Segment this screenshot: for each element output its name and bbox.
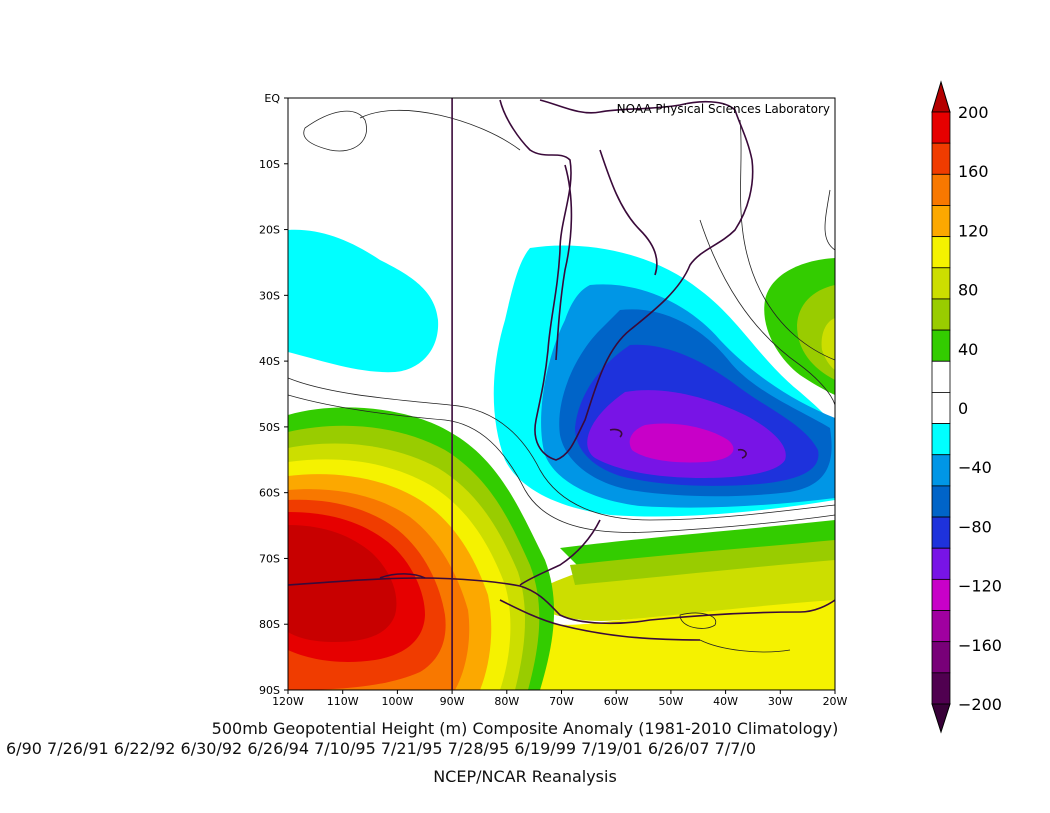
- colorbar-swatch: [931, 329, 951, 362]
- lon-tick-label: 70W: [549, 695, 574, 708]
- data-source: NCEP/NCAR Reanalysis: [433, 767, 617, 786]
- lon-tick-label: 90W: [440, 695, 465, 708]
- lat-tick-label: 30S: [259, 289, 280, 302]
- contour-darkred-core: [288, 525, 397, 642]
- figure-title: 500mb Geopotential Height (m) Composite …: [211, 719, 839, 738]
- colorbar-swatch: [931, 454, 951, 487]
- colorbar-swatch: [931, 610, 951, 643]
- colorbar-swatch: [931, 236, 951, 269]
- lat-tick-label: 80S: [259, 618, 280, 631]
- coast-south-america: [499, 99, 754, 461]
- colorbar-swatch: [931, 392, 951, 424]
- contour-magenta-core: [629, 423, 734, 463]
- colorbar-bottom-arrow: [931, 703, 951, 734]
- coast-antarctica-2: [499, 599, 701, 641]
- lat-tick-label: 90S: [259, 684, 280, 697]
- lon-tick-label: 20W: [823, 695, 848, 708]
- lat-tick-label: 60S: [259, 487, 280, 500]
- contour-lines: [288, 109, 835, 653]
- colorbar-label: −160: [958, 636, 1002, 655]
- coast-islands: [379, 428, 747, 579]
- contour-lime-east: [821, 318, 835, 370]
- colorbar: 200 160 120 80 40 0 −40 −80 −120 −160 −200: [931, 80, 1002, 734]
- lon-tick-label: 120W: [272, 695, 304, 708]
- colorbar-label: 80: [958, 281, 978, 300]
- contour-midgreen-band: [570, 540, 835, 585]
- lon-tick-label: 100W: [381, 695, 413, 708]
- colorbar-swatch: [931, 547, 951, 580]
- lon-tick-label: 40W: [713, 695, 738, 708]
- colorbar-label: 160: [958, 162, 989, 181]
- lat-tick-label: 70S: [259, 552, 280, 565]
- map-panel: NOAA Physical Sciences Laboratory: [287, 97, 836, 691]
- lat-axis: EQ 10S 20S 30S 40S 50S 60S 70S 80S 90S: [259, 92, 288, 697]
- lat-tick-label: 10S: [259, 158, 280, 171]
- lon-tick-label: 60W: [604, 695, 629, 708]
- credit-text: NOAA Physical Sciences Laboratory: [617, 102, 830, 116]
- colorbar-swatch: [931, 205, 951, 238]
- coast-antarctica: [288, 577, 835, 625]
- colorbar-swatch: [931, 298, 951, 331]
- colorbar-label: −40: [958, 458, 992, 477]
- colorbar-label: 40: [958, 340, 978, 359]
- lat-tick-label: 20S: [259, 224, 280, 237]
- lon-tick-label: 80W: [494, 695, 519, 708]
- lat-tick-label: EQ: [264, 92, 280, 105]
- coast-andes-border: [555, 164, 573, 361]
- colorbar-swatch: [931, 111, 951, 144]
- coast-internal-border: [599, 149, 658, 276]
- colorbar-top-arrow: [931, 80, 951, 113]
- colorbar-swatch: [931, 672, 951, 705]
- colorbar-label: −80: [958, 517, 992, 536]
- colorbar-label: 0: [958, 399, 968, 418]
- lon-axis: 120W 110W 100W 90W 80W 70W 60W 50W 40W 30W 20W: [272, 690, 848, 708]
- colorbar-swatch: [931, 578, 951, 611]
- colorbar-swatch: [931, 142, 951, 175]
- lat-tick-label: 40S: [259, 355, 280, 368]
- colorbar-swatch: [931, 423, 951, 456]
- colorbar-label: −200: [958, 695, 1002, 714]
- colorbar-swatch: [931, 360, 951, 393]
- colorbar-label: −120: [958, 577, 1002, 596]
- colorbar-swatch: [931, 173, 951, 206]
- colorbar-label: 200: [958, 103, 989, 122]
- lon-tick-label: 30W: [768, 695, 793, 708]
- lon-tick-label: 50W: [658, 695, 683, 708]
- contour-green-band: [560, 520, 835, 568]
- contour-fill-layer: [288, 99, 835, 690]
- colorbar-swatch: [931, 485, 951, 518]
- lat-tick-label: 50S: [259, 421, 280, 434]
- colorbar-swatch: [931, 516, 951, 549]
- colorbar-swatch: [931, 641, 951, 674]
- composite-dates: 6/90 7/26/91 6/22/92 6/30/92 6/26/94 7/1…: [6, 739, 756, 758]
- coastlines: [288, 99, 835, 641]
- contour-cyan-nw: [288, 229, 439, 373]
- lon-tick-label: 110W: [327, 695, 359, 708]
- colorbar-swatch: [931, 267, 951, 300]
- colorbar-label: 120: [958, 221, 989, 240]
- coast-antarctic-peninsula: [519, 519, 601, 586]
